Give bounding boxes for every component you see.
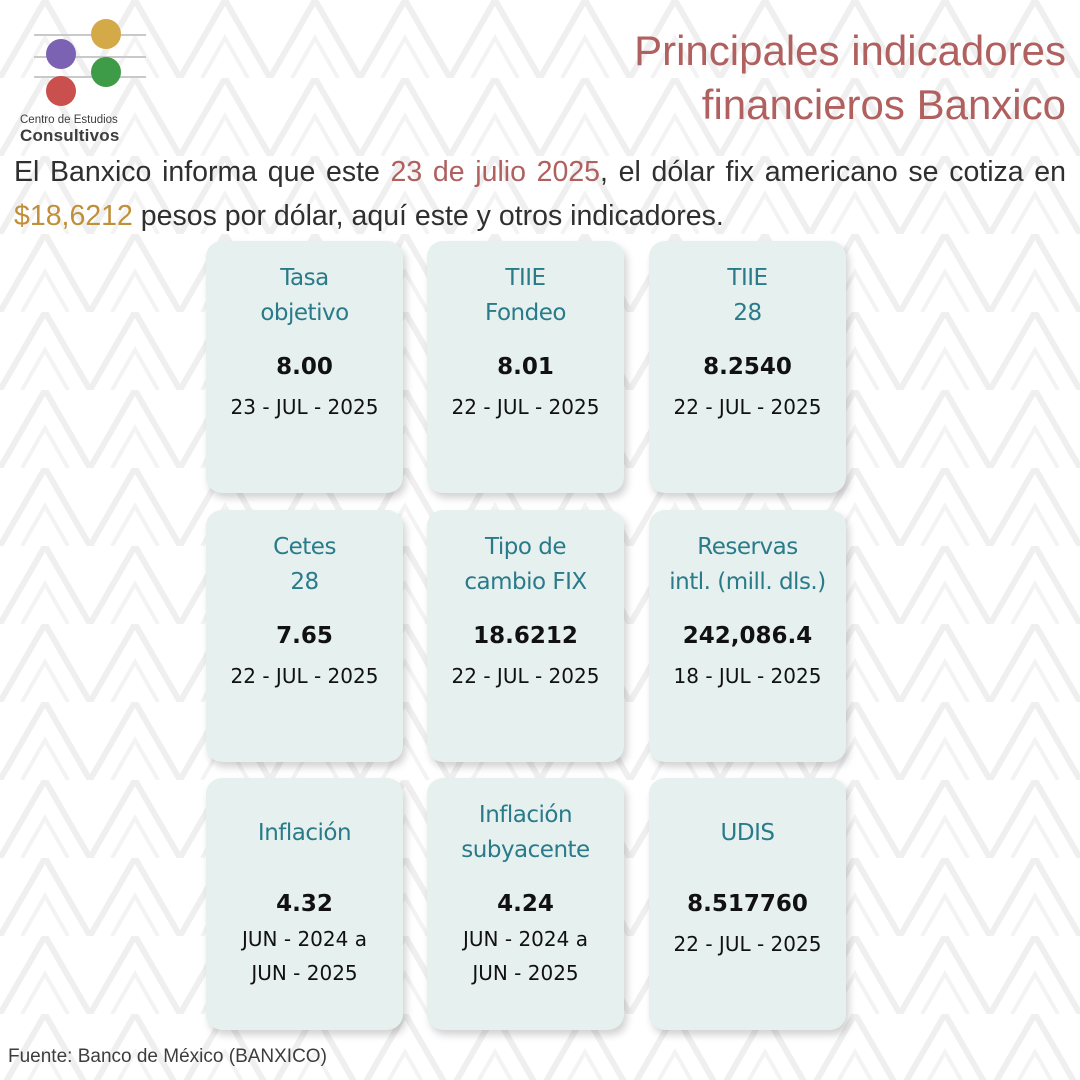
logo-text-line2: Consultivos: [20, 126, 120, 145]
indicator-card-tiie-fondeo: TIIE Fondeo 8.01 22 - JUL - 2025: [427, 241, 624, 493]
indicator-card-inflacion: Inflación 4.32 JUN - 2024 a JUN - 2025: [206, 778, 403, 1030]
card-date: JUN - 2024 a JUN - 2025: [242, 927, 367, 985]
logo-line: [34, 56, 146, 58]
card-title: Tasa objetivo: [260, 265, 349, 326]
page-title: Principales indicadores financieros Banx…: [634, 24, 1066, 132]
indicator-card-tiie-28: TIIE 28 8.2540 22 - JUL - 2025: [649, 241, 846, 493]
card-date: 22 - JUL - 2025: [451, 395, 600, 419]
card-date: 18 - JUL - 2025: [673, 664, 822, 688]
intro-text-start: El Banxico informa que este: [14, 156, 391, 188]
card-value: 242,086.4: [682, 623, 813, 649]
card-value: 4.24: [497, 891, 554, 917]
indicator-card-cetes-28: Cetes 28 7.65 22 - JUL - 2025: [206, 510, 403, 762]
intro-paragraph: El Banxico informa que este 23 de julio …: [14, 150, 1066, 238]
intro-date: 23 de julio 2025: [390, 156, 601, 188]
intro-text-middle: , el dólar fix americano se cotiza en: [600, 156, 1067, 188]
card-date: 22 - JUL - 2025: [230, 664, 379, 688]
page-title-line2: financieros Banxico: [701, 81, 1066, 128]
logo-line: [34, 34, 146, 36]
card-title: Reservas intl. (mill. dls.): [669, 534, 826, 595]
card-title: TIIE Fondeo: [485, 265, 566, 326]
card-title: Inflación: [257, 820, 352, 846]
indicator-card-inflacion-subyacente: Inflación subyacente 4.24 JUN - 2024 a J…: [427, 778, 624, 1030]
card-value: 8.00: [276, 354, 333, 380]
card-title: TIIE 28: [727, 265, 768, 326]
card-value: 8.2540: [703, 354, 792, 380]
card-value: 4.32: [276, 891, 333, 917]
card-date: 22 - JUL - 2025: [673, 395, 822, 419]
indicator-card-tasa-objetivo: Tasa objetivo 8.00 23 - JUL - 2025: [206, 241, 403, 493]
logo: Centro de Estudios Consultivos: [16, 14, 156, 149]
logo-green-dot: [91, 57, 121, 87]
logo-yellow-dot: [91, 19, 121, 49]
logo-line: [34, 76, 146, 78]
source-note: Fuente: Banco de México (BANXICO): [8, 1046, 327, 1067]
intro-price: $18,6212: [14, 200, 133, 232]
card-title: Cetes 28: [273, 534, 336, 595]
card-value: 7.65: [276, 623, 333, 649]
logo-purple-dot: [46, 39, 76, 69]
intro-text-end: pesos por dólar, aquí este y otros indic…: [132, 200, 724, 232]
page-title-line1: Principales indicadores: [634, 27, 1066, 74]
card-title: Tipo de cambio FIX: [464, 534, 587, 595]
indicator-card-reservas: Reservas intl. (mill. dls.) 242,086.4 18…: [649, 510, 846, 762]
card-date: 22 - JUL - 2025: [673, 932, 822, 956]
card-title: UDIS: [720, 820, 775, 846]
indicator-card-tipo-cambio-fix: Tipo de cambio FIX 18.6212 22 - JUL - 20…: [427, 510, 624, 762]
card-title: Inflación subyacente: [461, 802, 590, 863]
logo-red-dot: [46, 76, 76, 106]
card-date: JUN - 2024 a JUN - 2025: [463, 927, 588, 985]
logo-text-line1: Centro de Estudios: [20, 114, 118, 126]
card-date: 22 - JUL - 2025: [451, 664, 600, 688]
card-value: 8.517760: [687, 891, 808, 917]
card-date: 23 - JUL - 2025: [230, 395, 379, 419]
card-value: 18.6212: [473, 623, 578, 649]
card-value: 8.01: [497, 354, 554, 380]
indicator-card-udis: UDIS 8.517760 22 - JUL - 2025: [649, 778, 846, 1030]
